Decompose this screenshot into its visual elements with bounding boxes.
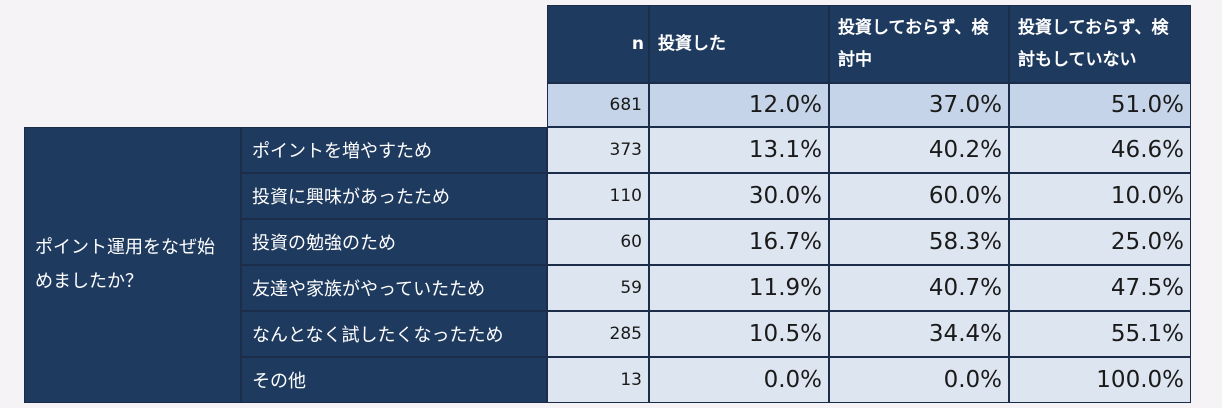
row-value-text: 58.3% [928,229,1002,255]
total-value-text: 12.0% [748,92,822,118]
row-label: 友達や家族がやっていたため [241,265,547,311]
row-value-text: 25.0% [1110,229,1184,255]
row-value: 58.3% [829,219,1009,265]
row-value: 47.5% [1009,265,1191,311]
row-value: 46.6% [1009,127,1191,173]
row-value: 0.0% [649,357,829,403]
total-value-text: 37.0% [928,92,1002,118]
group-label: ポイント運用をなぜ始めましたか？ [24,127,241,403]
row-value: 16.7% [649,219,829,265]
row-label: その他 [241,357,547,403]
row-value: 13.1% [649,127,829,173]
row-value-text: 30.0% [748,183,822,209]
row-value-text: 47.5% [1110,275,1184,301]
row-n-value: 373 [609,140,642,160]
header-col-label: 投資しておらず、検討中 [838,18,989,70]
row-n-value: 60 [620,232,642,252]
row-value: 60.0% [829,173,1009,219]
row-value-text: 10.0% [1110,183,1184,209]
row-n: 59 [547,265,649,311]
header-n-label: n [631,34,644,54]
total-n: 681 [547,83,649,127]
row-label-text: 投資に興味があったため [252,187,450,208]
row-label-text: 友達や家族がやっていたため [252,279,486,300]
row-value: 10.0% [1009,173,1191,219]
row-value: 25.0% [1009,219,1191,265]
row-n-value: 285 [609,324,642,344]
header-col-label: 投資した [658,34,726,54]
total-value: 51.0% [1009,83,1191,127]
row-value-text: 55.1% [1110,321,1184,347]
row-value: 34.4% [829,311,1009,357]
row-n: 110 [547,173,649,219]
row-n-value: 59 [620,278,642,298]
row-value: 11.9% [649,265,829,311]
row-value-text: 40.2% [928,137,1002,163]
row-n: 285 [547,311,649,357]
row-label-text: その他 [252,371,306,392]
row-value-text: 10.5% [748,321,822,347]
row-n-value: 13 [620,370,642,390]
row-label: 投資の勉強のため [241,219,547,265]
row-label-text: なんとなく試したくなったため [252,325,504,346]
row-n: 60 [547,219,649,265]
row-value-text: 0.0% [943,367,1002,393]
row-value: 40.7% [829,265,1009,311]
header-n: n [547,5,649,83]
header-col-label: 投資しておらず、検討もしていない [1018,18,1169,70]
header-col-invested: 投資した [649,5,829,83]
row-value: 40.2% [829,127,1009,173]
row-value-text: 0.0% [763,367,822,393]
row-value-text: 11.9% [748,275,822,301]
row-label: なんとなく試したくなったため [241,311,547,357]
row-value-text: 16.7% [748,229,822,255]
row-value: 0.0% [829,357,1009,403]
header-col-considering: 投資しておらず、検討中 [829,5,1009,83]
row-label-text: 投資の勉強のため [252,233,396,254]
row-n: 13 [547,357,649,403]
total-value: 37.0% [829,83,1009,127]
row-value-text: 100.0% [1096,367,1184,393]
total-value: 12.0% [649,83,829,127]
row-label-text: ポイントを増やすため [252,141,432,162]
row-value-text: 34.4% [928,321,1002,347]
row-value: 100.0% [1009,357,1191,403]
row-value-text: 60.0% [928,183,1002,209]
row-value: 30.0% [649,173,829,219]
group-label-text: ポイント運用をなぜ始めましたか？ [35,237,215,292]
row-n-value: 110 [609,186,642,206]
row-value-text: 13.1% [748,137,822,163]
row-label: 投資に興味があったため [241,173,547,219]
header-col-not-considering: 投資しておらず、検討もしていない [1009,5,1191,83]
row-value-text: 40.7% [928,275,1002,301]
row-value: 55.1% [1009,311,1191,357]
row-n: 373 [547,127,649,173]
row-label: ポイントを増やすため [241,127,547,173]
row-value-text: 46.6% [1110,137,1184,163]
total-value-text: 51.0% [1110,92,1184,118]
total-n-value: 681 [609,95,642,115]
row-value: 10.5% [649,311,829,357]
